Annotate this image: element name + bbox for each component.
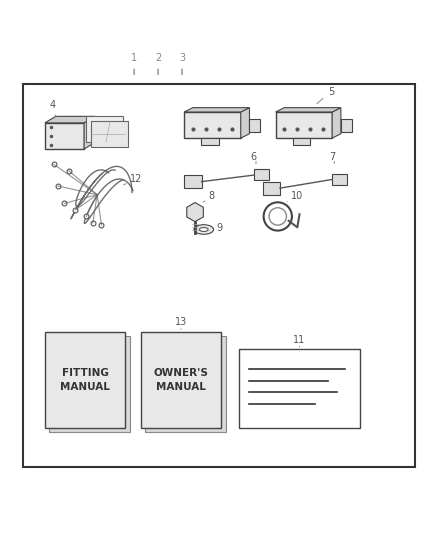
Text: 8: 8 xyxy=(208,191,214,201)
Polygon shape xyxy=(45,116,95,123)
Text: 11: 11 xyxy=(293,335,306,345)
FancyBboxPatch shape xyxy=(45,123,84,149)
FancyBboxPatch shape xyxy=(250,118,260,132)
Text: 12: 12 xyxy=(130,174,142,184)
Text: 13: 13 xyxy=(175,317,187,327)
Polygon shape xyxy=(276,108,341,112)
FancyBboxPatch shape xyxy=(293,138,310,144)
FancyBboxPatch shape xyxy=(341,118,352,132)
Ellipse shape xyxy=(199,228,208,231)
FancyBboxPatch shape xyxy=(23,84,415,467)
Text: 7: 7 xyxy=(329,152,335,162)
FancyBboxPatch shape xyxy=(276,112,332,138)
Text: 1: 1 xyxy=(131,53,137,63)
Text: 5: 5 xyxy=(317,86,334,103)
FancyBboxPatch shape xyxy=(145,336,226,432)
FancyBboxPatch shape xyxy=(239,349,360,427)
Text: 2: 2 xyxy=(155,53,161,63)
Polygon shape xyxy=(332,108,341,138)
FancyBboxPatch shape xyxy=(184,112,241,138)
Text: OWNER'S
MANUAL: OWNER'S MANUAL xyxy=(153,368,208,392)
FancyBboxPatch shape xyxy=(262,182,280,195)
FancyBboxPatch shape xyxy=(45,332,125,427)
Polygon shape xyxy=(184,108,250,112)
Text: 4: 4 xyxy=(49,100,56,116)
Text: 3: 3 xyxy=(179,53,185,63)
Polygon shape xyxy=(84,116,95,149)
Text: 10: 10 xyxy=(291,191,303,201)
Text: 6: 6 xyxy=(251,152,257,162)
Polygon shape xyxy=(241,108,250,138)
Ellipse shape xyxy=(194,225,214,235)
FancyBboxPatch shape xyxy=(141,332,221,427)
FancyBboxPatch shape xyxy=(201,138,219,144)
FancyBboxPatch shape xyxy=(184,175,201,188)
FancyBboxPatch shape xyxy=(86,116,123,142)
FancyBboxPatch shape xyxy=(332,174,347,184)
FancyBboxPatch shape xyxy=(91,120,127,147)
Text: FITTING
MANUAL: FITTING MANUAL xyxy=(60,368,110,392)
FancyBboxPatch shape xyxy=(49,336,130,432)
Polygon shape xyxy=(187,203,203,222)
Text: 9: 9 xyxy=(217,223,223,233)
FancyBboxPatch shape xyxy=(254,169,269,180)
